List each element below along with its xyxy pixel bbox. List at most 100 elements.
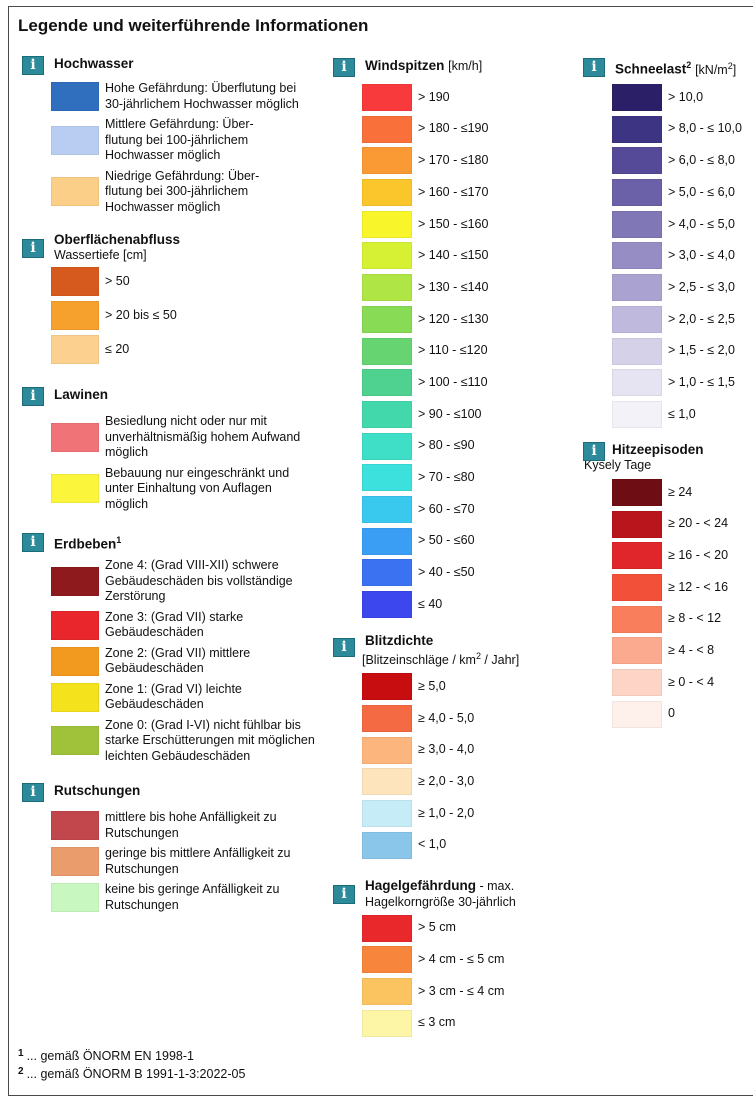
color-swatch xyxy=(51,422,99,452)
section-erdbeben: i Erdbeben1 Zone 4: (Grad VIII-XII) schw… xyxy=(22,532,322,764)
legend-item: Zone 3: (Grad VII) starke Gebäudeschäden xyxy=(51,610,322,641)
legend-label: > 3,0 - ≤ 4,0 xyxy=(668,248,735,263)
legend-label: > 180 - ≤190 xyxy=(418,121,489,136)
section-subtitle: Kysely Tage xyxy=(584,457,652,472)
section-hochwasser: i Hochwasser Hohe Gefährdung: Überflutun… xyxy=(22,55,322,215)
section-title: Blitzdichte xyxy=(365,633,434,648)
legend-items: Besiedlung nicht oder nur mit unverhältn… xyxy=(51,414,322,512)
legend-label: keine bis geringe Anfälligkeit zu Rutsch… xyxy=(105,882,280,912)
section-title-text: Windspitzen xyxy=(365,58,445,73)
legend-item: mittlere bis hohe Anfälligkeit zu Rutsch… xyxy=(51,810,322,841)
color-swatch xyxy=(362,736,412,764)
legend-label: Niedrige Gefährdung: Über-flutung bei 30… xyxy=(105,168,260,214)
section-header: i Hagelgefährdung - max. Hagelkorngröße … xyxy=(333,877,568,910)
legend-label: > 10,0 xyxy=(668,89,704,104)
color-swatch xyxy=(362,527,412,555)
legend-item: Bebauung nur eingeschränkt und unter Ein… xyxy=(51,466,322,513)
legend-label: > 5,0 - ≤ 6,0 xyxy=(668,184,735,199)
color-swatch xyxy=(612,210,662,238)
legend-item: > 110 - ≤120 xyxy=(362,337,568,365)
section-title: Windspitzen [km/h] xyxy=(365,57,568,75)
color-swatch xyxy=(362,242,412,270)
section-title: Rutschungen xyxy=(54,783,141,798)
section-header: i Blitzdichte [Blitzeinschläge / km2 / J… xyxy=(333,632,568,668)
subtitle-tail: / Jahr] xyxy=(480,653,520,668)
legend-column-2: i Windspitzen [km/h] > 190 > 180 - ≤190 > … xyxy=(333,57,568,1041)
legend-label: > 3 cm - ≤ 4 cm xyxy=(418,983,505,998)
legend-item: keine bis geringe Anfälligkeit zu Rutsch… xyxy=(51,882,322,913)
legend-label: > 50 xyxy=(105,273,130,288)
legend-label: ≥ 20 - < 24 xyxy=(668,516,729,531)
legend-items: Hohe Gefährdung: Überflutung bei 30-jähr… xyxy=(51,81,322,215)
section-header: i Hitzeepisoden Kysely Tage xyxy=(583,441,753,473)
legend-label: > 6,0 - ≤ 8,0 xyxy=(668,153,735,168)
legend-item: ≤ 1,0 xyxy=(612,400,753,428)
legend-item: ≥ 24 xyxy=(612,478,753,506)
legend-item: > 10,0 xyxy=(612,84,753,111)
info-icon[interactable]: i xyxy=(333,638,355,657)
legend-item: > 70 - ≤80 xyxy=(362,464,568,492)
section-title: Oberflächenabfluss xyxy=(54,232,181,247)
legend-item: > 20 bis ≤ 50 xyxy=(51,301,322,330)
color-swatch xyxy=(612,669,662,696)
footnote: 2... gemäß ÖNORM B 1991-1-3:2022-05 xyxy=(18,1064,245,1082)
section-title-text: Erdbeben xyxy=(54,536,117,552)
section-header: i Hochwasser xyxy=(22,55,322,77)
color-swatch xyxy=(612,274,662,302)
color-swatch xyxy=(362,274,412,302)
legend-label: > 20 bis ≤ 50 xyxy=(105,307,177,322)
legend-item: > 5,0 - ≤ 6,0 xyxy=(612,179,753,207)
info-icon[interactable]: i xyxy=(22,56,44,75)
legend-label: ≤ 1,0 xyxy=(668,406,696,421)
info-icon[interactable]: i xyxy=(333,58,355,77)
legend-item: > 5 cm xyxy=(362,914,568,942)
section-blitzdichte: i Blitzdichte [Blitzeinschläge / km2 / J… xyxy=(333,632,568,859)
legend-item: 0 xyxy=(612,700,753,728)
section-header: i Schneelast2 [kN/m2] xyxy=(583,57,753,79)
section-title: Schneelast2 [kN/m2] xyxy=(615,57,753,79)
legend-item: ≥ 1,0 - 2,0 xyxy=(362,799,568,827)
color-swatch xyxy=(51,177,99,207)
legend-item: > 140 - ≤150 xyxy=(362,242,568,270)
info-icon[interactable]: i xyxy=(333,884,355,904)
info-icon[interactable]: i xyxy=(22,533,44,552)
info-icon[interactable]: i xyxy=(583,58,605,77)
page-title: Legende und weiterführende Informationen xyxy=(18,16,369,35)
legend-column-1: i Hochwasser Hohe Gefährdung: Überflutun… xyxy=(22,55,322,918)
legend-label: > 5 cm xyxy=(418,920,456,935)
legend-item: ≥ 4 - < 8 xyxy=(612,637,753,665)
info-icon[interactable]: i xyxy=(22,387,44,406)
legend-item: ≥ 2,0 - 3,0 xyxy=(362,768,568,796)
color-swatch xyxy=(51,726,99,756)
info-icon[interactable]: i xyxy=(22,239,44,258)
legend-label: > 140 - ≤150 xyxy=(418,248,489,263)
info-icon[interactable]: i xyxy=(583,441,605,461)
section-title: Erdbeben1 xyxy=(54,532,322,553)
legend-item: ≥ 8 - < 12 xyxy=(612,605,753,633)
section-subtitle: [Blitzeinschläge / km2 / Jahr] xyxy=(362,649,568,668)
legend-item: > 3 cm - ≤ 4 cm xyxy=(362,977,568,1005)
legend-label: Zone 2: (Grad VII) mittlere Gebäudeschäd… xyxy=(105,645,251,676)
color-swatch xyxy=(362,831,412,859)
color-swatch xyxy=(362,495,412,523)
legend-item: > 60 - ≤70 xyxy=(362,495,568,523)
legend-item: > 40 - ≤50 xyxy=(362,559,568,587)
section-oberflaechenabfluss: i Oberflächenabfluss Wassertiefe [cm] > … xyxy=(22,231,322,364)
color-swatch xyxy=(362,305,412,333)
legend-label: Besiedlung nicht oder nur mit unverhältn… xyxy=(105,414,301,459)
color-swatch xyxy=(51,474,99,504)
legend-label: ≥ 5,0 xyxy=(418,678,446,693)
legend-item: > 80 - ≤90 xyxy=(362,432,568,460)
legend-items: Zone 4: (Grad VIII-XII) schwere Gebäudes… xyxy=(51,558,322,764)
legend-label: ≥ 2,0 - 3,0 xyxy=(418,773,475,788)
legend-label: > 120 - ≤130 xyxy=(418,311,489,326)
info-icon[interactable]: i xyxy=(22,783,44,802)
legend-item: > 170 - ≤180 xyxy=(362,147,568,175)
color-swatch xyxy=(362,704,412,732)
footnote-number: 1 xyxy=(18,1048,24,1059)
legend-items: > 190 > 180 - ≤190 > 170 - ≤180 > 160 - ≤17… xyxy=(362,84,568,618)
color-swatch xyxy=(51,811,99,840)
legend-item: > 160 - ≤170 xyxy=(362,179,568,207)
legend-label: > 8,0 - ≤ 10,0 xyxy=(668,121,742,136)
legend-label: 0 xyxy=(668,706,675,721)
